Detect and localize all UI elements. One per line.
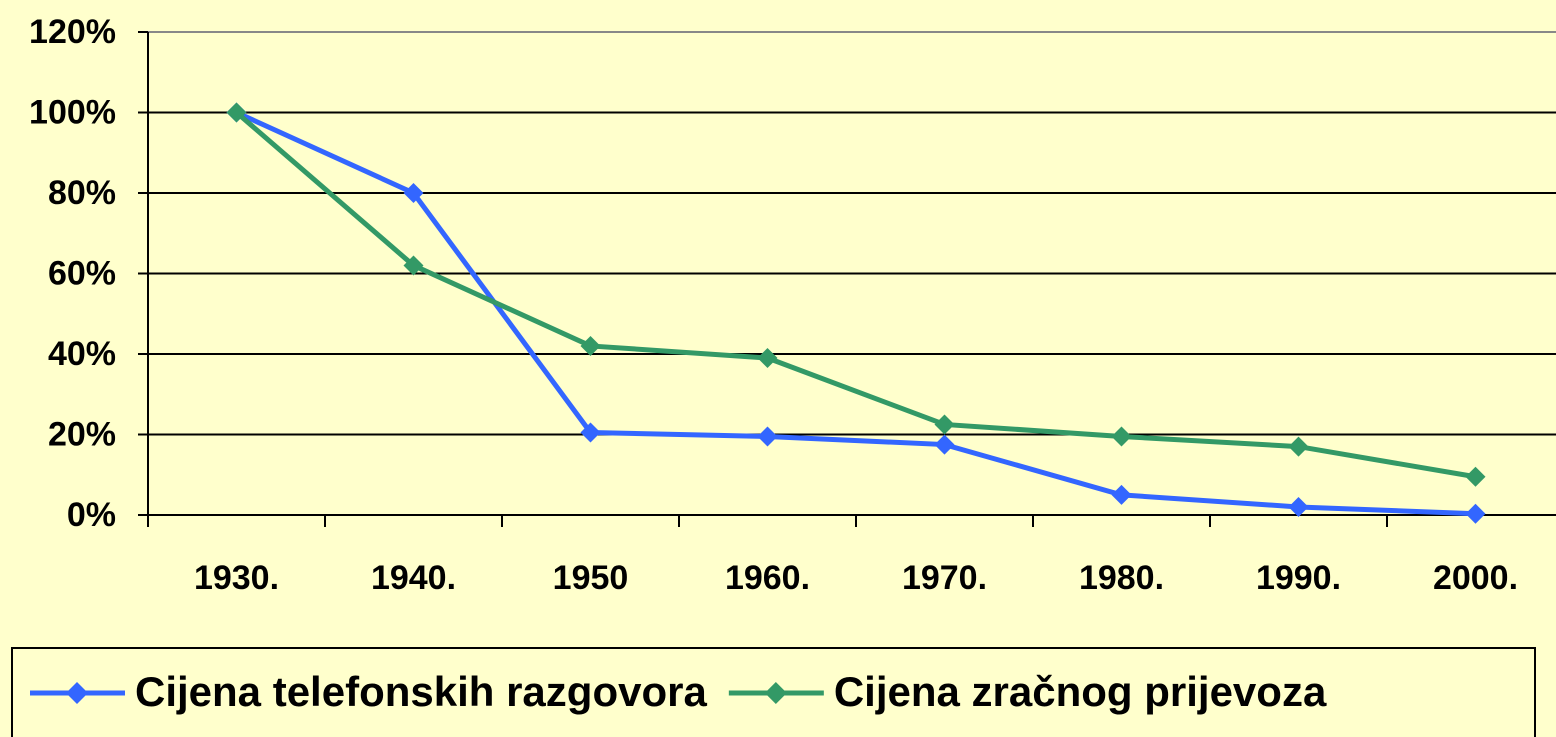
marker bbox=[403, 255, 424, 276]
legend-label: Cijena telefonskih razgovora bbox=[135, 668, 707, 715]
legend-label: Cijena zračnog prijevoza bbox=[834, 668, 1327, 715]
marker bbox=[226, 102, 247, 123]
x-tick-label: 1970. bbox=[902, 559, 987, 597]
marker bbox=[403, 183, 424, 203]
marker bbox=[934, 414, 955, 435]
marker bbox=[580, 422, 601, 443]
legend-marker bbox=[66, 682, 88, 704]
marker bbox=[1465, 466, 1486, 487]
x-tick-label: 1930. bbox=[194, 559, 279, 597]
x-tick-label: 1940. bbox=[371, 559, 456, 597]
x-tick-label: 1960. bbox=[725, 559, 810, 597]
legend-marker bbox=[764, 682, 787, 704]
marker bbox=[1288, 496, 1309, 517]
marker bbox=[1111, 426, 1132, 447]
marker bbox=[1465, 503, 1486, 524]
marker bbox=[580, 335, 601, 356]
y-tick-label: 100% bbox=[29, 93, 116, 131]
line bbox=[234, 110, 1476, 480]
y-tick-label: 80% bbox=[48, 174, 116, 212]
marker bbox=[934, 434, 955, 455]
marker bbox=[757, 348, 778, 369]
x-tick-label: 1950 bbox=[553, 559, 629, 597]
x-tick-label: 1980. bbox=[1079, 559, 1164, 597]
y-tick-label: 60% bbox=[48, 254, 116, 292]
marker bbox=[757, 426, 778, 447]
x-tick-label: 2000. bbox=[1433, 559, 1518, 597]
y-tick-label: 120% bbox=[29, 13, 116, 51]
x-tick-label: 1990. bbox=[1256, 559, 1341, 597]
y-tick-label: 0% bbox=[67, 496, 116, 534]
y-tick-label: 40% bbox=[48, 335, 116, 373]
y-tick-label: 20% bbox=[48, 415, 116, 453]
marker bbox=[1288, 436, 1309, 457]
line bbox=[235, 110, 1476, 517]
marker bbox=[1111, 484, 1132, 505]
